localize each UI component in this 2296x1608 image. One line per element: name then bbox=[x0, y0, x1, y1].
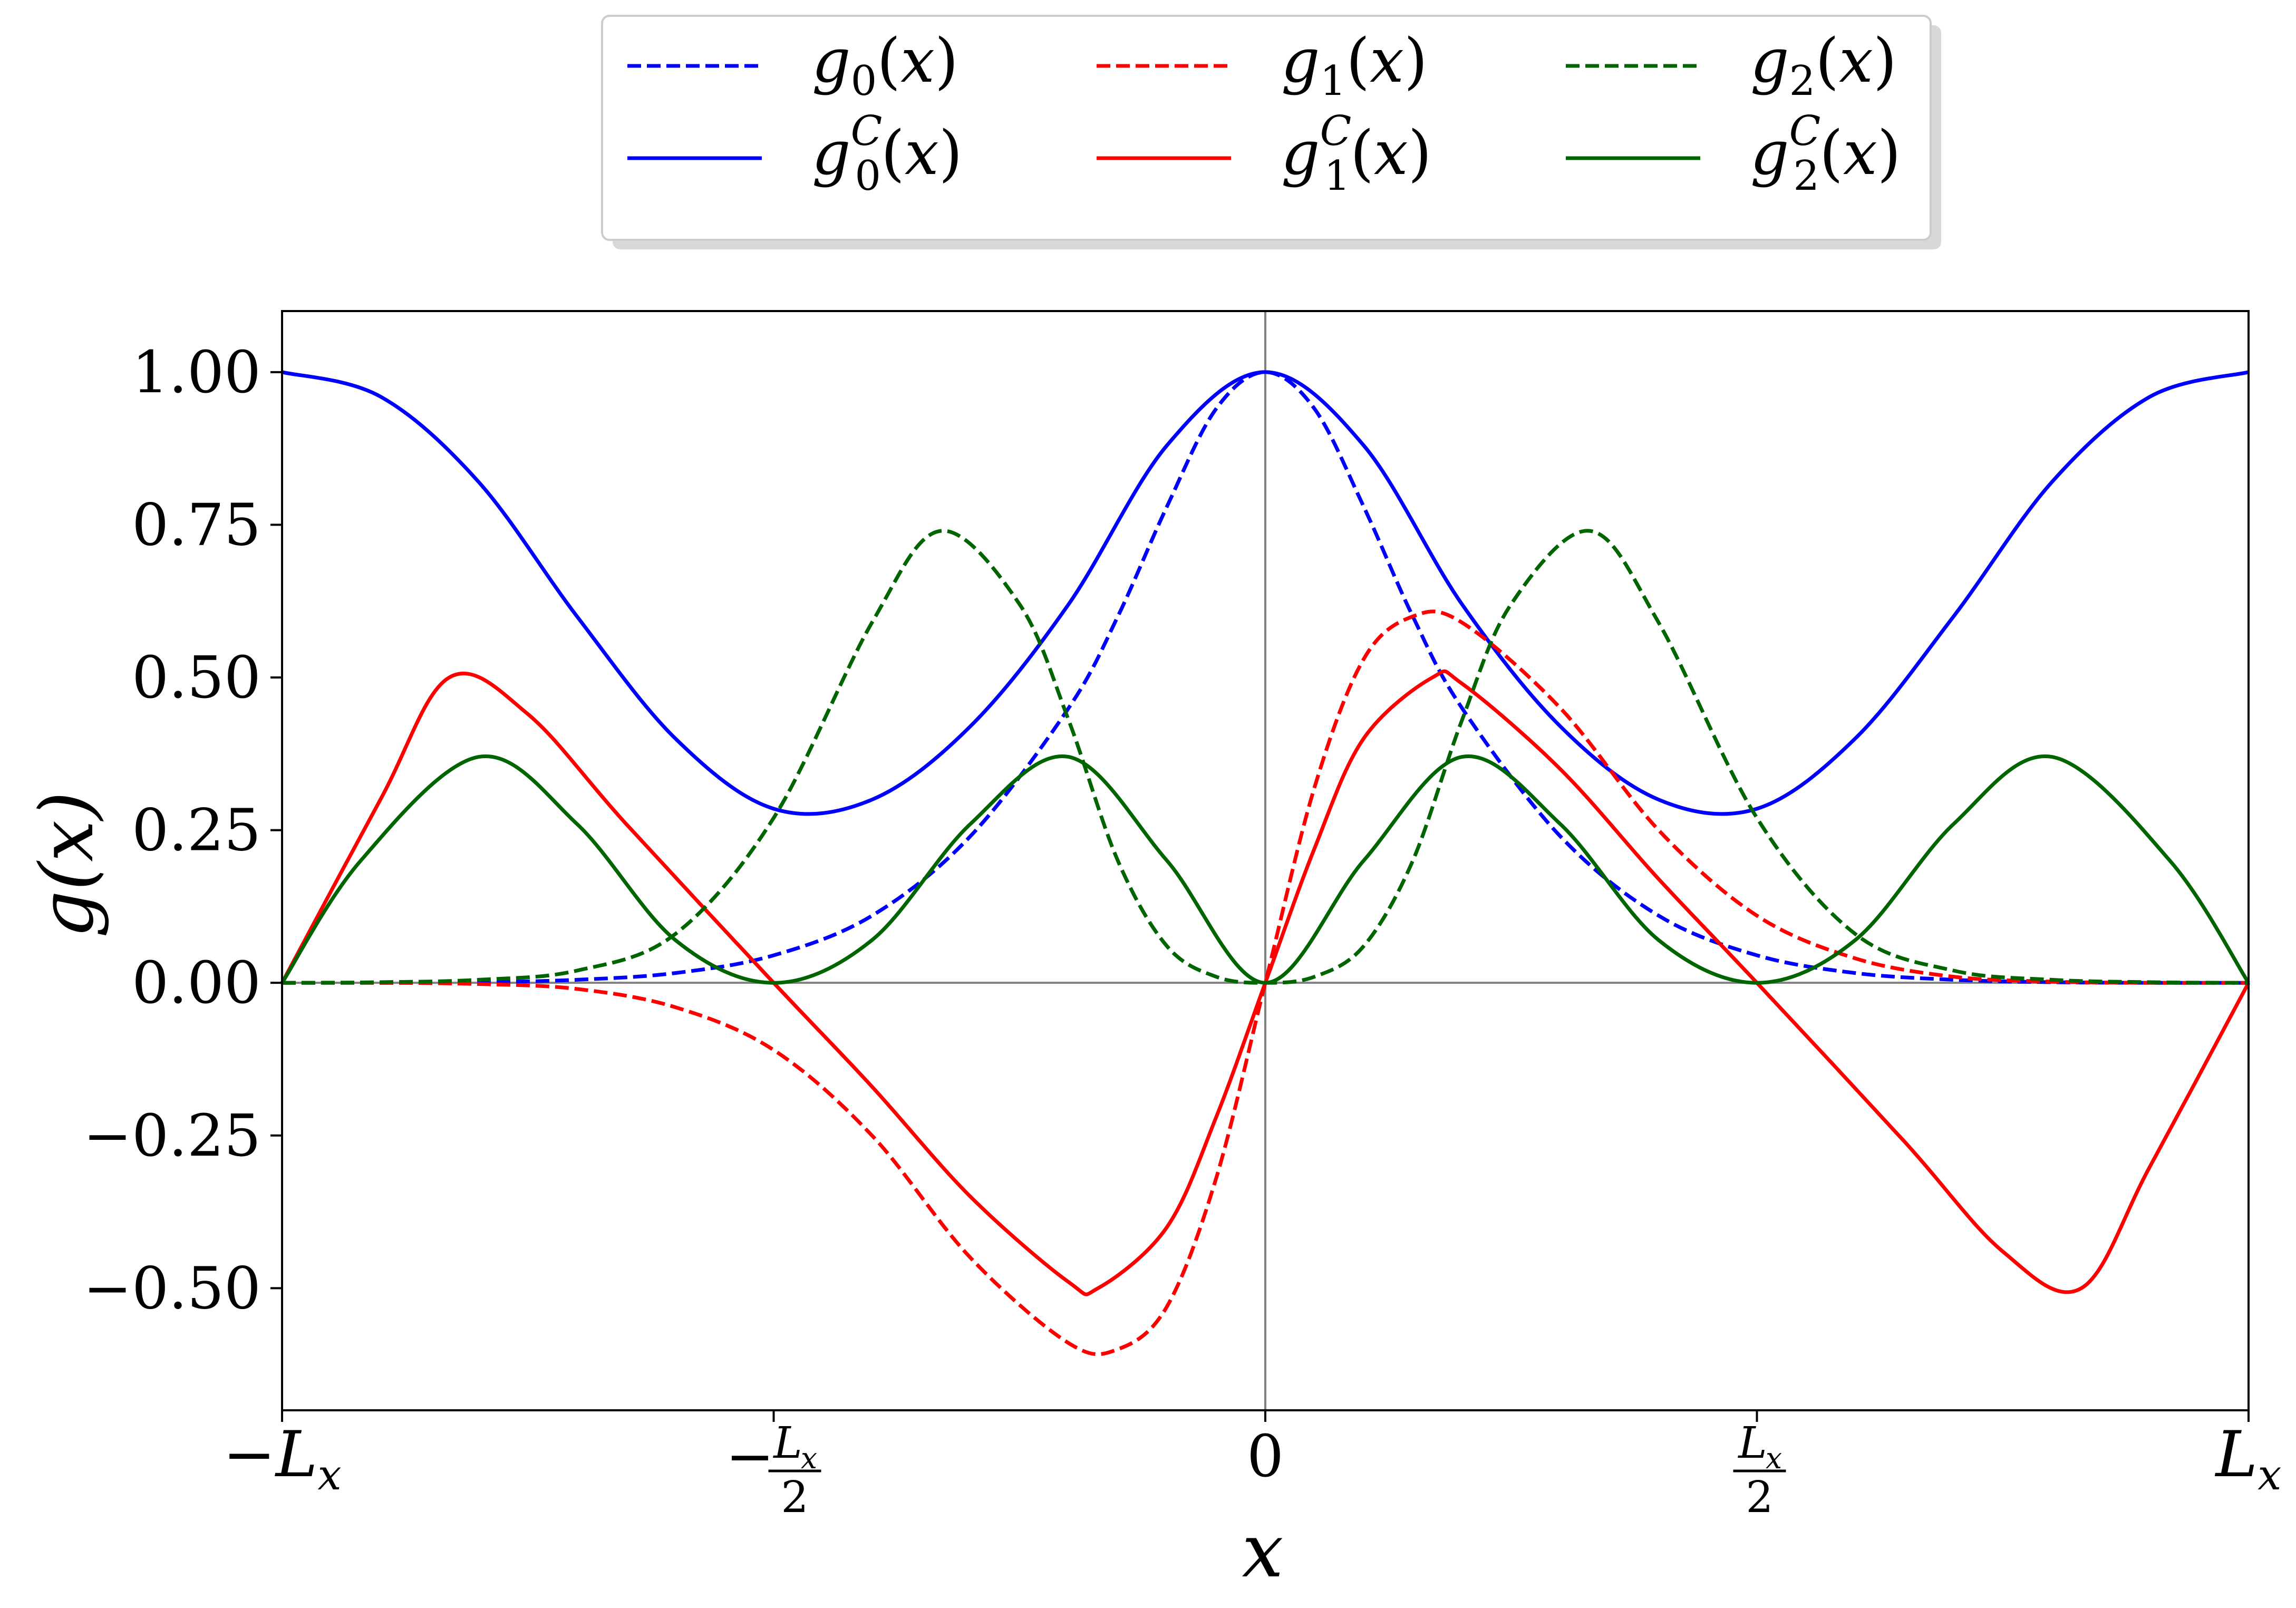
legend-label: g1(x) bbox=[1281, 26, 1428, 105]
y-tick-label: 0.75 bbox=[132, 491, 261, 558]
svg-text:Lx: Lx bbox=[2215, 1418, 2282, 1499]
x-tick-label: Lx bbox=[2215, 1418, 2282, 1499]
svg-text:x: x bbox=[801, 1441, 817, 1475]
legend-label: gC 0(x) bbox=[812, 108, 963, 200]
svg-text:2: 2 bbox=[781, 1473, 808, 1523]
legend-entry-2: gC 0(x) bbox=[627, 108, 963, 200]
svg-text:L: L bbox=[1737, 1418, 1767, 1468]
y-axis-label: g(x) bbox=[24, 791, 110, 938]
legend-label: g0(x) bbox=[812, 26, 958, 105]
svg-text:L: L bbox=[772, 1418, 802, 1468]
legend: g0(x) g1(x) g2(x) gC 0(x) gC 1(x) gC 2(x) bbox=[601, 15, 1941, 249]
y-ticks: 1.00 0.75 0.50 0.25 0.00 −0.25 −0.50 bbox=[83, 338, 282, 1322]
y-tick-label: 0.50 bbox=[132, 644, 261, 711]
legend-frame bbox=[601, 15, 1932, 241]
legend-entry-5: g2(x) bbox=[1566, 26, 1897, 105]
y-tick-label: −0.50 bbox=[83, 1254, 261, 1322]
x-tick-label: Lx2 bbox=[1733, 1418, 1786, 1523]
legend-label: gC 2(x) bbox=[1750, 108, 1901, 200]
legend-entry-1: g0(x) bbox=[627, 26, 958, 105]
series-layer bbox=[280, 370, 2251, 1357]
series-line-6 bbox=[280, 754, 2250, 985]
legend-entries: g0(x) g1(x) g2(x) gC 0(x) gC 1(x) gC 2(x) bbox=[627, 26, 1901, 200]
legend-entry-4: gC 1(x) bbox=[1097, 108, 1432, 200]
x-tick-label: −Lx bbox=[222, 1418, 341, 1499]
x-tick-label: 0 bbox=[1247, 1422, 1284, 1490]
y-tick-label: 1.00 bbox=[132, 338, 261, 406]
y-tick-label: 0.00 bbox=[132, 949, 261, 1016]
y-tick-label: −0.25 bbox=[83, 1102, 261, 1169]
legend-entry-3: g1(x) bbox=[1097, 26, 1428, 105]
x-tick-label: −Lx2 bbox=[725, 1418, 821, 1523]
svg-text:x: x bbox=[1766, 1441, 1782, 1475]
svg-text:2: 2 bbox=[1746, 1473, 1773, 1523]
svg-text:0: 0 bbox=[1247, 1422, 1284, 1490]
legend-label: g2(x) bbox=[1750, 26, 1897, 105]
legend-label: gC 1(x) bbox=[1281, 108, 1432, 200]
legend-entry-6: gC 2(x) bbox=[1566, 108, 1901, 200]
svg-text:−: − bbox=[725, 1422, 774, 1490]
series-line-2 bbox=[282, 370, 2249, 816]
svg-text:−Lx: −Lx bbox=[222, 1418, 341, 1499]
x-axis-label: x bbox=[1242, 1508, 1284, 1594]
y-tick-label: 0.25 bbox=[132, 797, 261, 864]
